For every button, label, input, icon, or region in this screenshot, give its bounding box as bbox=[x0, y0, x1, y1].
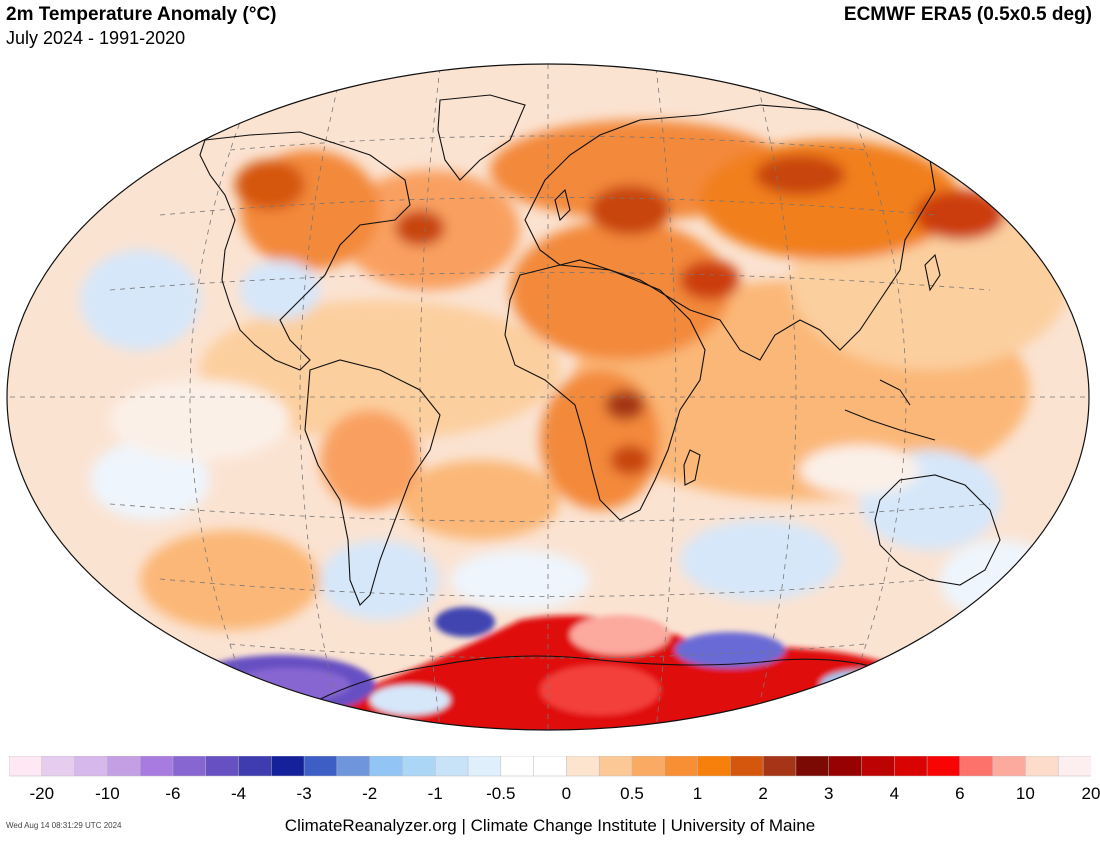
legend-color-swatch bbox=[566, 756, 600, 777]
legend-color-swatch bbox=[730, 756, 764, 777]
legend-color-swatch bbox=[303, 756, 338, 777]
legend-color-swatch bbox=[500, 756, 535, 777]
legend-color-swatch bbox=[598, 756, 633, 777]
legend-color-swatch bbox=[402, 756, 436, 777]
world-anomaly-map bbox=[6, 63, 1090, 731]
legend-color-swatch bbox=[959, 756, 994, 777]
legend-tick-label: 3 bbox=[823, 784, 834, 803]
legend-color-swatch bbox=[434, 756, 469, 777]
legend-tick-label: 4 bbox=[889, 784, 900, 803]
legend-tick-label: -6 bbox=[165, 784, 181, 803]
legend-tick-label: 0 bbox=[561, 784, 572, 803]
legend-tick-label: 10 bbox=[1015, 784, 1035, 803]
legend-tick-label: 20 bbox=[1081, 784, 1100, 803]
legend-color-swatch bbox=[795, 756, 830, 777]
legend-color-swatch bbox=[762, 756, 797, 777]
legend-color-swatch bbox=[1057, 756, 1091, 777]
legend-tick-label: -2 bbox=[362, 784, 378, 803]
coastlines bbox=[199, 94, 1001, 711]
legend-color-swatch bbox=[107, 756, 141, 777]
legend-color-swatch bbox=[139, 756, 174, 777]
legend-color-swatch bbox=[41, 756, 76, 777]
legend-color-swatch bbox=[533, 756, 567, 777]
legend-color-swatch bbox=[238, 756, 272, 777]
legend-color-swatch bbox=[631, 756, 666, 777]
legend-color-swatch bbox=[894, 756, 928, 777]
legend-tick-label: 1 bbox=[692, 784, 703, 803]
generation-timestamp: Wed Aug 14 08:31:29 UTC 2024 bbox=[6, 821, 122, 830]
legend-color-swatch bbox=[205, 756, 240, 777]
legend-tick-label: 6 bbox=[955, 784, 965, 803]
legend-color-swatch bbox=[74, 756, 108, 777]
legend-color-swatch bbox=[861, 756, 895, 777]
legend-color-swatch bbox=[9, 756, 43, 777]
map-title: 2m Temperature Anomaly (°C) bbox=[6, 4, 277, 25]
legend-tick-label: -10 bbox=[95, 784, 120, 803]
legend-color-swatch bbox=[828, 756, 863, 777]
legend-color-swatch bbox=[697, 756, 731, 777]
legend-tick-label: -3 bbox=[296, 784, 312, 803]
color-scale-legend bbox=[9, 756, 1091, 777]
legend-color-swatch bbox=[467, 756, 502, 777]
legend-color-swatch bbox=[1025, 756, 1059, 777]
legend-color-swatch bbox=[336, 756, 371, 777]
graticule bbox=[7, 64, 1089, 730]
legend-tick-label: 2 bbox=[758, 784, 768, 803]
legend-color-swatch bbox=[926, 756, 961, 777]
credit-line: ClimateReanalyzer.org | Climate Change I… bbox=[284, 816, 816, 835]
map-subtitle: July 2024 - 1991-2020 bbox=[6, 28, 186, 48]
legend-color-swatch bbox=[664, 756, 699, 777]
legend-color-swatch bbox=[271, 756, 305, 777]
anomaly-field bbox=[80, 120, 1070, 630]
legend-color-swatch bbox=[172, 756, 207, 777]
legend-tick-label: -4 bbox=[230, 784, 247, 803]
data-source-label: ECMWF ERA5 (0.5x0.5 deg) bbox=[843, 4, 1092, 25]
legend-color-swatch bbox=[369, 756, 404, 777]
legend-tick-label: -20 bbox=[29, 784, 55, 803]
legend-color-swatch bbox=[992, 756, 1026, 777]
legend-tick-label: -1 bbox=[427, 784, 443, 803]
legend-tick-label: 0.5 bbox=[620, 784, 644, 803]
legend-tick-label: -0.5 bbox=[486, 784, 516, 803]
map-border bbox=[6, 63, 1090, 731]
